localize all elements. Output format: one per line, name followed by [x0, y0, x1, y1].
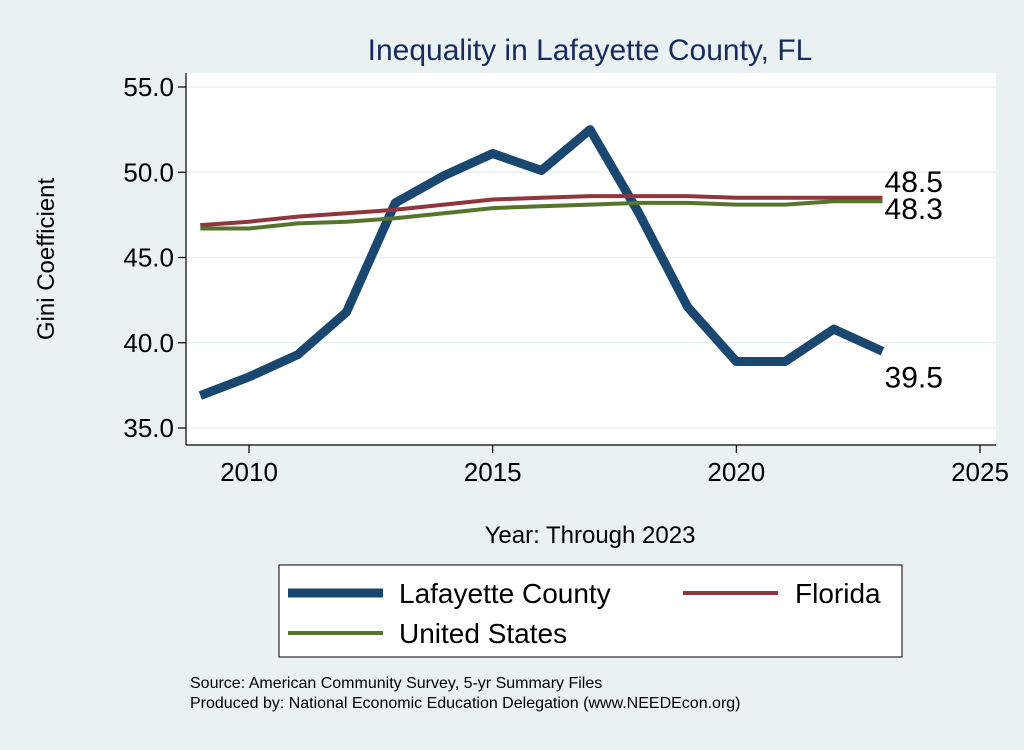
x-axis-title: Year: Through 2023 — [485, 522, 696, 549]
end-labels: 39.5 48.548.3 — [885, 166, 943, 394]
legend-label-florida: Florida — [795, 578, 881, 609]
x-tick-label: 2010 — [220, 457, 278, 487]
gridlines — [186, 86, 996, 429]
series-line-united-states — [200, 199, 883, 231]
x-tick-label: 2025 — [951, 457, 1009, 487]
legend-label-united-states: United States — [399, 618, 567, 649]
y-tick-label: 55.0 — [123, 72, 174, 102]
x-tick-label: 2020 — [707, 457, 765, 487]
x-tick-label: 2015 — [464, 457, 522, 487]
y-tick-label: 50.0 — [123, 157, 174, 187]
source-note: Source: American Community Survey, 5-yr … — [190, 675, 602, 692]
y-tick-label: 45.0 — [123, 243, 174, 273]
end-label-united-states: 48.3 — [885, 193, 943, 226]
y-tick-label: 40.0 — [123, 328, 174, 358]
producer-note: Produced by: National Economic Education… — [190, 695, 741, 712]
chart-title: Inequality in Lafayette County, FL — [368, 34, 813, 67]
end-label-florida: 48.5 — [885, 166, 943, 199]
legend-label-lafayette: Lafayette County — [399, 578, 611, 609]
series-line-florida — [200, 194, 883, 228]
y-tick-label: 35.0 — [123, 413, 174, 443]
axes: 35.0 40.0 45.0 50.0 55.0 2010 2015 2020 2025 — [123, 72, 1009, 487]
y-axis-title: Gini Coefficient — [33, 178, 60, 341]
legend: Lafayette County Florida United States — [278, 564, 903, 658]
series-line-lafayette-county — [198, 125, 885, 400]
series-lines — [198, 125, 885, 400]
legend-box — [278, 564, 903, 658]
end-label-lafayette-county: 39.5 — [885, 361, 943, 394]
